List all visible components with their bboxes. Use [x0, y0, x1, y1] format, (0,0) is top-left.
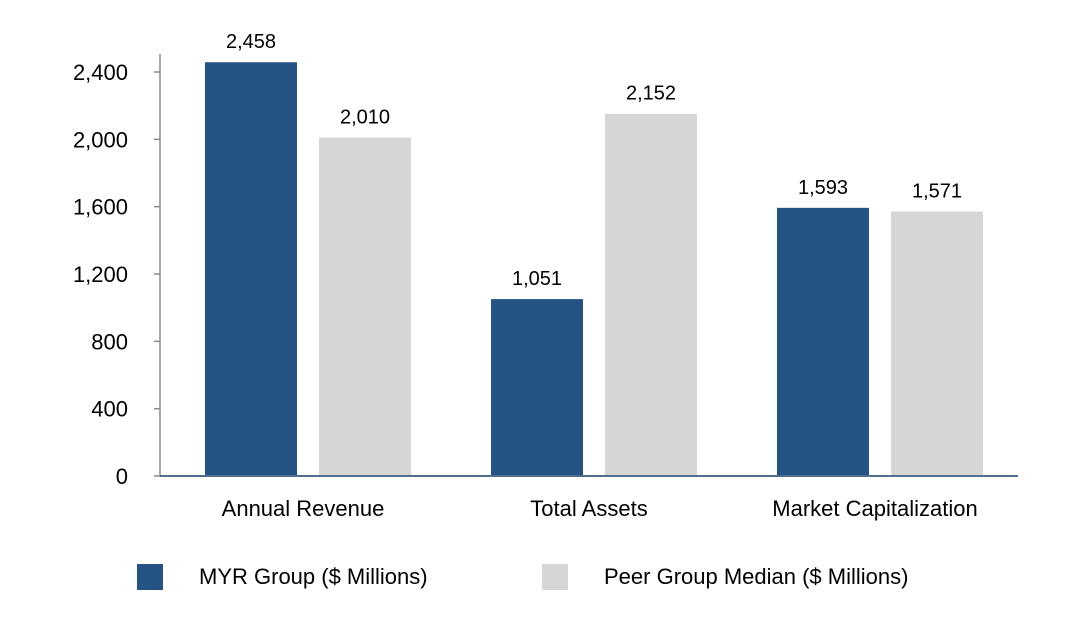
y-tick-label: 1,200 [73, 262, 128, 287]
x-tick-label: Total Assets [530, 496, 647, 521]
y-tick-label: 400 [91, 397, 128, 422]
y-axis: 0 400 800 1,200 1,600 2,000 2,400 [73, 54, 161, 489]
bar-total-assets-peer-group-median [605, 113, 697, 476]
bar-market-capitalization-peer-group-median [891, 211, 983, 476]
bar-value-label: 1,051 [512, 268, 562, 290]
legend-label-peer-group-median: Peer Group Median ($ Millions) [604, 564, 909, 589]
bar-value-label: 2,152 [626, 83, 676, 105]
bars [205, 62, 983, 477]
bar-value-label: 1,571 [912, 181, 962, 203]
bar-market-capitalization-myr-group [777, 207, 869, 476]
bar-value-label: 1,593 [798, 177, 848, 199]
legend: MYR Group ($ Millions) Peer Group Median… [0, 562, 1076, 592]
bar-annual-revenue-peer-group-median [319, 137, 411, 476]
x-tick-label: Annual Revenue [222, 496, 385, 521]
bar-value-label: 2,010 [340, 107, 390, 129]
bar-total-assets-myr-group [491, 299, 583, 476]
y-tick-label: 1,600 [73, 195, 128, 220]
legend-swatch-peer-group-median [542, 564, 568, 590]
y-tick-label: 0 [116, 464, 128, 489]
bar-value-label: 2,458 [226, 31, 276, 53]
legend-swatch-myr-group [137, 564, 163, 590]
y-tick-label: 2,400 [73, 60, 128, 85]
bar-annual-revenue-myr-group [205, 62, 297, 477]
x-axis: Annual Revenue Total Assets Market Capital… [160, 475, 1018, 521]
y-tick-label: 800 [91, 329, 128, 354]
y-tick-label: 2,000 [73, 127, 128, 152]
legend-label-myr-group: MYR Group ($ Millions) [199, 564, 428, 589]
bar-value-labels: 2,458 2,010 1,051 2,152 1,593 1,571 [226, 31, 962, 290]
x-tick-label: Market Capitalization [772, 496, 977, 521]
